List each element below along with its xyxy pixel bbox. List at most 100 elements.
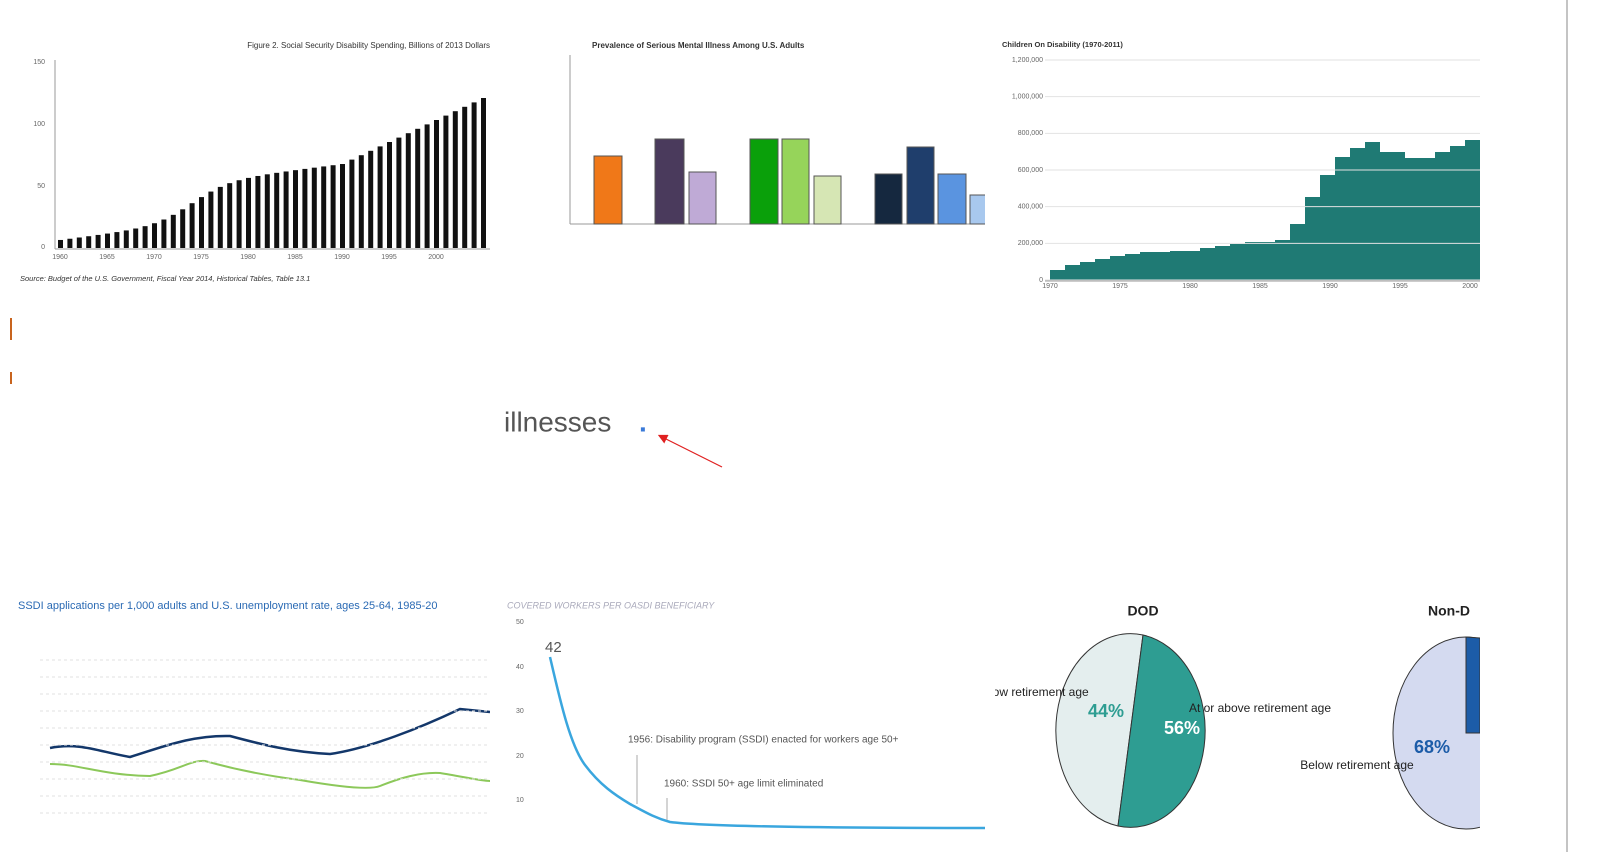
annotation: 1960: SSDI 50+ age limit eliminated [664,779,823,790]
pie-label: 56% [1164,718,1200,738]
thumb-bar [189,203,195,248]
thumb-bar [781,138,810,225]
thumb-bar [76,237,82,248]
thumb-bar [462,106,468,248]
thumb-area [1050,140,1480,280]
y-tick-label: 200,000 [1018,240,1043,247]
x-tick-label: 1985 [287,254,303,261]
thumb-title: Prevalence of Serious Mental Illness Amo… [592,41,805,50]
thumb-bar [906,146,935,225]
thumb-bar [321,166,327,248]
thumb-bar [405,133,411,248]
y-tick-label: 0 [1039,277,1043,284]
thumb-bar [874,173,903,225]
thumb-bar [749,138,779,225]
thumb-bar [654,138,685,225]
thumb-bar [368,150,374,248]
y-tick-label: 600,000 [1018,167,1043,174]
thumb-bar [340,164,345,248]
x-tick-label: 1970 [1042,283,1058,290]
thumb-bar [415,128,421,248]
y-tick-label: 150 [33,59,45,66]
pie-label: 68% [1414,737,1450,757]
thumb-bar [349,159,355,248]
thumb-bar [443,115,449,248]
thumb-bar [293,170,298,248]
thumb-bar [283,171,289,248]
thumb-bar [481,98,486,249]
thumb-bar [142,226,148,248]
result-thumbnail[interactable]: Figure 2. Social Security Disability Spe… [20,41,490,283]
x-tick-label: 1995 [381,254,397,261]
thumb-title: SSDI applications per 1,000 adults and U… [18,600,437,612]
thumb-bar [387,142,392,248]
thumb-bar [105,233,110,248]
thumb-bar [67,238,73,248]
thumb-bar [246,177,251,248]
thumb-bar [208,191,214,248]
annotation: 1956: Disability program (SSDI) enacted … [628,735,899,746]
pie-slice [1465,636,1480,734]
text-fragment [10,318,12,340]
x-tick-label: 1985 [1252,283,1268,290]
thumb-bar [302,168,308,248]
thumb-bar [264,174,270,248]
pie-label: At or above retirement age [1189,701,1331,715]
thumb-bar [255,175,261,248]
thumb-line [548,656,985,830]
thumb-bar [452,111,458,248]
thumb-bar [86,236,92,248]
thumb-bar [217,186,223,248]
thumb-title: Figure 2. Social Security Disability Spe… [247,41,490,50]
x-tick-label: 1980 [1182,283,1198,290]
thumb-bar [424,124,430,248]
result-thumbnail[interactable]: Prevalence of Serious Mental Illness Amo… [569,41,990,225]
annotation: 42 [545,639,562,656]
thumb-bar [123,230,129,248]
y-tick-label: 400,000 [1018,204,1043,211]
thumb-bar [180,209,186,248]
x-tick-label: 1980 [240,254,256,261]
x-tick-label: 1970 [146,254,162,261]
annotation-arrow [657,434,723,468]
thumb-title: Children On Disability (1970-2011) [1002,40,1123,49]
thumb-bar [274,172,280,248]
thumb-bar [593,155,623,225]
thumb-title: DOD [1127,603,1158,619]
thumb-title: Non-D [1428,603,1470,619]
thumb-bar [152,223,157,248]
thumb-bar [358,155,364,248]
pie-label: 44% [1088,701,1124,721]
thumb-bar [58,239,63,248]
x-tick-label: 2000 [428,254,444,261]
thumb-bar [377,146,383,248]
thumb-bar [471,102,477,248]
text-fragment [10,372,12,384]
x-tick-label: 1975 [1112,283,1128,290]
y-tick-label: 0 [41,244,45,251]
result-thumbnail[interactable]: Children On Disability (1970-2011) 1,200… [1002,40,1480,290]
pie-slice [1117,634,1206,828]
thumb-bar [95,234,101,248]
thumb-line [49,707,490,759]
result-thumbnail[interactable]: SSDI applications per 1,000 adults and U… [18,600,490,814]
thumb-bar [236,180,242,248]
result-thumbnail[interactable]: DOD Below retirement age 44% 56% At or a… [975,603,1539,830]
thumb-bar [688,171,717,225]
thumb-bar [330,165,336,248]
thumb-title: COVERED WORKERS PER OASDI BENEFICIARY [507,600,715,610]
y-tick-label: 10 [516,797,524,804]
caption-mark: . [639,406,647,437]
y-tick-label: 20 [516,753,524,760]
y-tick-label: 40 [516,664,524,671]
pie-slice [1055,633,1144,827]
y-tick-label: 30 [516,708,524,715]
pie-label: Below retirement age [1300,758,1414,772]
result-thumbnail[interactable]: COVERED WORKERS PER OASDI BENEFICIARY 50… [507,600,990,830]
thumb-line [49,759,490,789]
thumb-bar [133,228,139,248]
x-tick-label: 1975 [193,254,209,261]
y-tick-label: 800,000 [1018,130,1043,137]
thumb-bar [161,219,167,248]
x-tick-label: 1965 [99,254,115,261]
